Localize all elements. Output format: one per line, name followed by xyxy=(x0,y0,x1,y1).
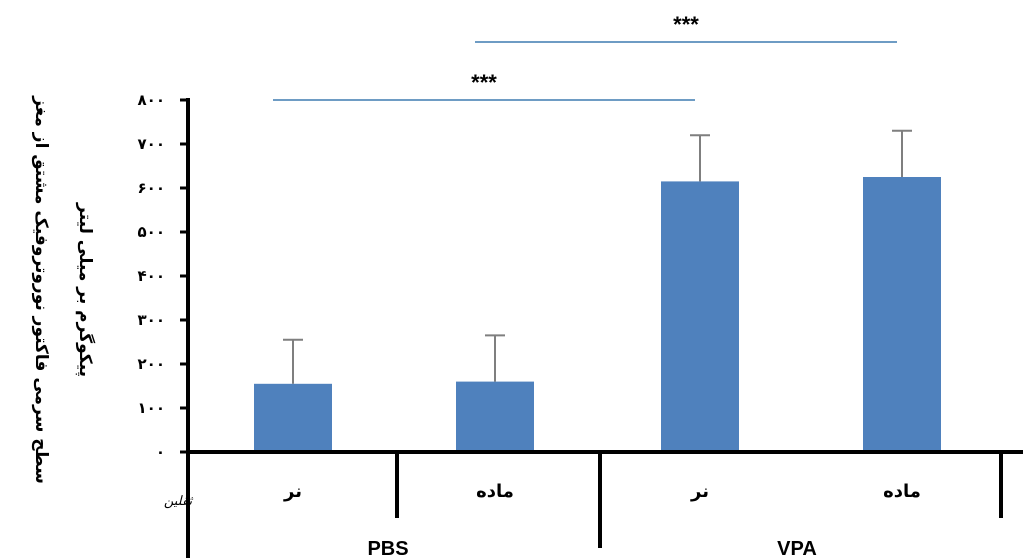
significance-markers: *** *** xyxy=(273,12,897,101)
y-axis-title: سطح سرمی فاکتور نوروتروفیک مشتق از مغز xyxy=(31,95,51,484)
bar-1 xyxy=(456,381,534,450)
bar-2 xyxy=(661,181,739,450)
x-category-label-3: ماده xyxy=(883,481,921,502)
bar-0 xyxy=(254,383,332,450)
x-category-label-1: ماده xyxy=(476,481,514,502)
axes xyxy=(186,98,1023,558)
y-axis-unit: پیکوگرم بر میلی لیتر xyxy=(75,202,96,377)
y-tick-label-1: ۱۰۰ xyxy=(138,399,165,417)
x-category-label-0: نر xyxy=(283,481,302,502)
y-tick-label-3: ۳۰۰ xyxy=(138,311,165,329)
y-tick-label-6: ۶۰۰ xyxy=(138,179,165,197)
y-tick-label-7: ۷۰۰ xyxy=(138,135,165,153)
bar-3 xyxy=(863,177,941,450)
significance-label-0: *** xyxy=(471,70,497,95)
watermark: ثقلین xyxy=(164,494,194,509)
x-group-label-0: PBS xyxy=(367,538,408,558)
y-ticks: ۰ ۱۰۰ ۲۰۰ ۳۰۰ ۴۰۰ ۵۰۰ ۶۰۰ ۷۰۰ ۸۰۰ xyxy=(138,91,188,461)
y-axis-title-group: سطح سرمی فاکتور نوروتروفیک مشتق از مغز پ… xyxy=(31,95,96,484)
x-group-label-1: VPA xyxy=(777,538,817,558)
bars xyxy=(254,177,941,450)
x-category-label-2: نر xyxy=(690,481,709,502)
significance-label-1: *** xyxy=(673,12,699,37)
y-tick-label-4: ۴۰۰ xyxy=(138,267,165,285)
error-bars xyxy=(283,129,912,384)
y-tick-label-8: ۸۰۰ xyxy=(138,91,165,109)
y-tick-label-2: ۲۰۰ xyxy=(138,355,165,373)
x-axis-labels: نر ماده نر ماده PBS VPA xyxy=(283,481,921,558)
y-tick-label-5: ۵۰۰ xyxy=(138,223,165,241)
y-tick-label-0: ۰ xyxy=(156,443,165,461)
